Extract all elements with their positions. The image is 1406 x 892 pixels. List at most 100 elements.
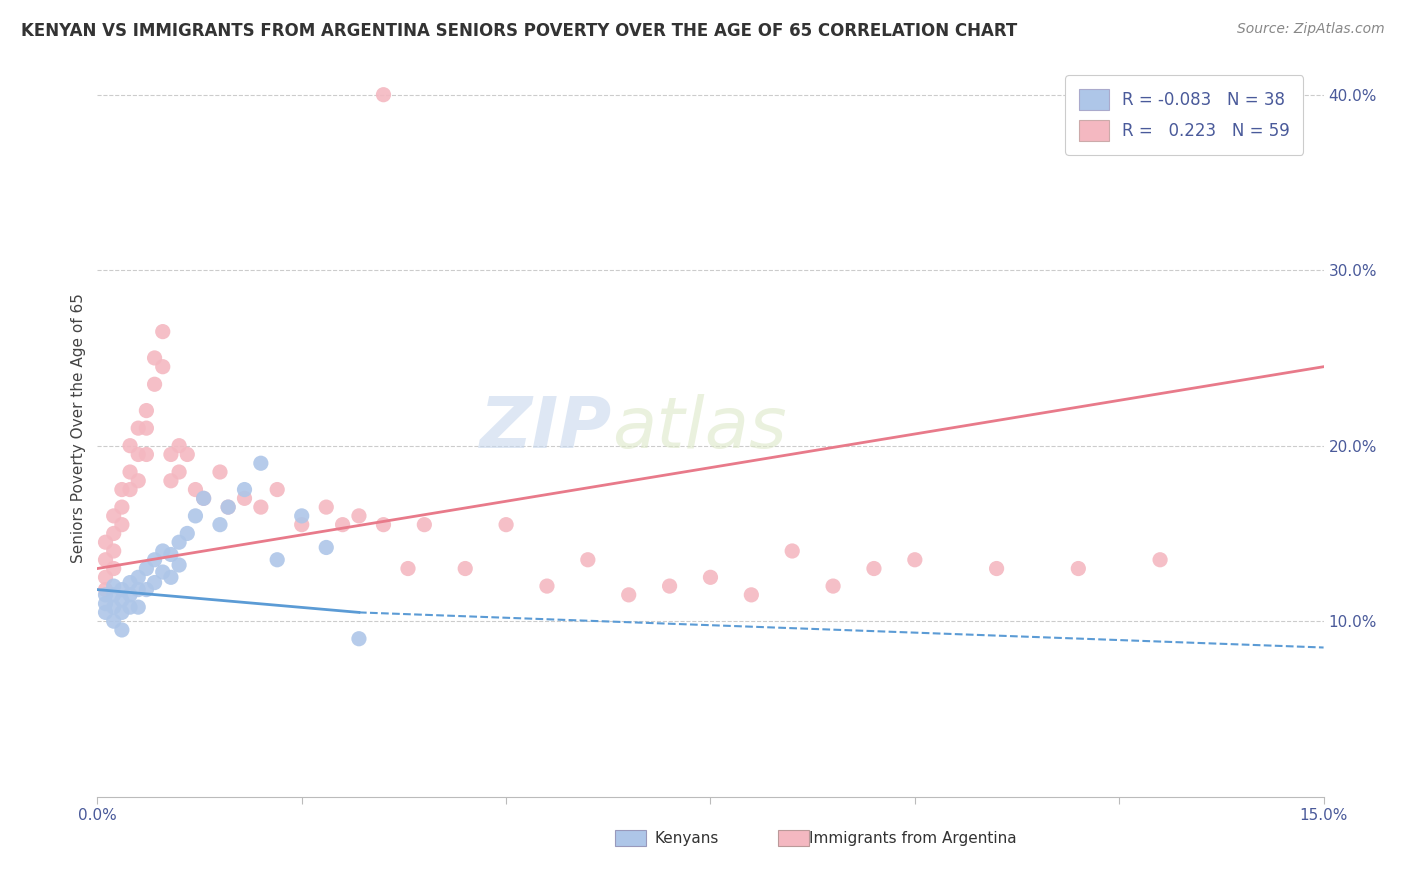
Point bbox=[94, 535, 117, 549]
Text: Source: ZipAtlas.com: Source: ZipAtlas.com bbox=[1237, 22, 1385, 37]
Point bbox=[103, 508, 125, 523]
Point bbox=[217, 500, 239, 515]
Point bbox=[118, 439, 141, 453]
Point bbox=[373, 87, 395, 102]
Point bbox=[176, 526, 198, 541]
Point bbox=[152, 359, 174, 374]
Point bbox=[118, 483, 141, 497]
Point bbox=[135, 403, 157, 417]
Point bbox=[94, 582, 117, 597]
Point bbox=[143, 377, 166, 392]
Point bbox=[291, 508, 314, 523]
Point bbox=[152, 544, 174, 558]
Point bbox=[103, 588, 125, 602]
Point bbox=[118, 575, 141, 590]
Point bbox=[315, 541, 337, 555]
Point bbox=[118, 600, 141, 615]
Point bbox=[127, 570, 149, 584]
Point bbox=[94, 597, 117, 611]
Point bbox=[127, 582, 149, 597]
Point bbox=[152, 325, 174, 339]
Point bbox=[167, 439, 190, 453]
Point bbox=[94, 606, 117, 620]
Point bbox=[699, 570, 721, 584]
Point bbox=[111, 623, 134, 637]
Point bbox=[176, 447, 198, 461]
Point bbox=[127, 600, 149, 615]
Point bbox=[167, 535, 190, 549]
Point bbox=[118, 465, 141, 479]
Point bbox=[135, 561, 157, 575]
Point bbox=[167, 558, 190, 572]
Point bbox=[193, 491, 215, 506]
Point bbox=[780, 544, 803, 558]
Point bbox=[208, 517, 231, 532]
Point bbox=[536, 579, 558, 593]
Point bbox=[167, 465, 190, 479]
Point bbox=[127, 447, 149, 461]
Text: Kenyans: Kenyans bbox=[654, 831, 718, 847]
Point bbox=[658, 579, 681, 593]
Point bbox=[135, 582, 157, 597]
Point bbox=[103, 600, 125, 615]
Point bbox=[143, 575, 166, 590]
Point bbox=[160, 474, 183, 488]
Point bbox=[184, 483, 207, 497]
Text: atlas: atlas bbox=[613, 393, 787, 463]
Point bbox=[94, 570, 117, 584]
Point bbox=[208, 465, 231, 479]
Point bbox=[396, 561, 419, 575]
Point bbox=[1149, 553, 1171, 567]
Point bbox=[347, 632, 370, 646]
Point bbox=[454, 561, 477, 575]
Point bbox=[103, 526, 125, 541]
Point bbox=[904, 553, 927, 567]
Legend: R = -0.083   N = 38, R =   0.223   N = 59: R = -0.083 N = 38, R = 0.223 N = 59 bbox=[1066, 75, 1303, 155]
Point bbox=[373, 517, 395, 532]
Point bbox=[740, 588, 762, 602]
Point bbox=[111, 483, 134, 497]
Point bbox=[217, 500, 239, 515]
Point bbox=[250, 456, 273, 470]
Point bbox=[986, 561, 1008, 575]
Point bbox=[576, 553, 599, 567]
Point bbox=[184, 508, 207, 523]
Point bbox=[143, 351, 166, 365]
Point bbox=[127, 474, 149, 488]
Text: KENYAN VS IMMIGRANTS FROM ARGENTINA SENIORS POVERTY OVER THE AGE OF 65 CORRELATI: KENYAN VS IMMIGRANTS FROM ARGENTINA SENI… bbox=[21, 22, 1018, 40]
Point bbox=[160, 447, 183, 461]
Point bbox=[103, 544, 125, 558]
Point bbox=[413, 517, 436, 532]
Point bbox=[193, 491, 215, 506]
Point bbox=[94, 553, 117, 567]
Point bbox=[617, 588, 640, 602]
Point bbox=[103, 579, 125, 593]
Point bbox=[823, 579, 845, 593]
Y-axis label: Seniors Poverty Over the Age of 65: Seniors Poverty Over the Age of 65 bbox=[72, 293, 86, 563]
Point bbox=[111, 500, 134, 515]
Point bbox=[291, 517, 314, 532]
Point bbox=[135, 447, 157, 461]
Point bbox=[250, 500, 273, 515]
Point bbox=[347, 508, 370, 523]
Point bbox=[118, 588, 141, 602]
Text: ZIP: ZIP bbox=[479, 393, 613, 463]
Point bbox=[863, 561, 886, 575]
Point bbox=[127, 421, 149, 435]
Point bbox=[94, 588, 117, 602]
Point bbox=[160, 570, 183, 584]
Point bbox=[135, 421, 157, 435]
Point bbox=[111, 606, 134, 620]
Point bbox=[266, 483, 288, 497]
Point bbox=[495, 517, 517, 532]
Point bbox=[111, 582, 134, 597]
Point bbox=[315, 500, 337, 515]
Text: Immigrants from Argentina: Immigrants from Argentina bbox=[808, 831, 1017, 847]
Point bbox=[1067, 561, 1090, 575]
Point bbox=[160, 548, 183, 562]
Point bbox=[266, 553, 288, 567]
Point bbox=[152, 565, 174, 579]
Point bbox=[111, 517, 134, 532]
Point bbox=[103, 561, 125, 575]
Point bbox=[143, 553, 166, 567]
